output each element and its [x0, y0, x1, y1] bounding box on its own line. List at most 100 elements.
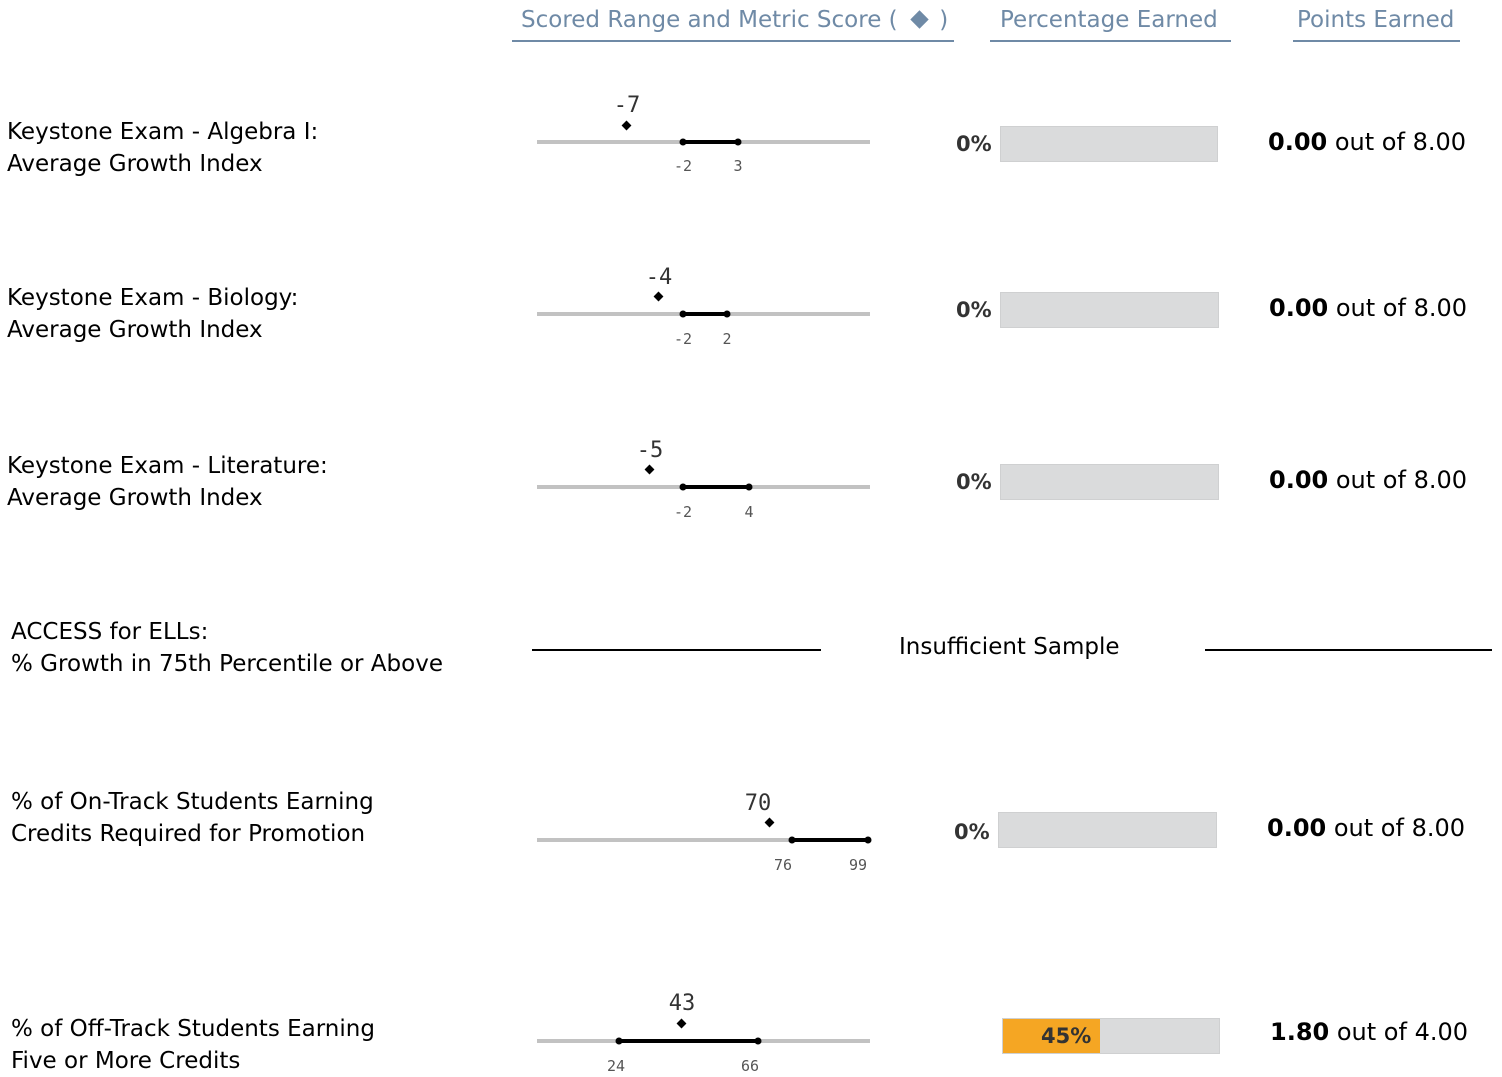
range-high-point — [754, 1037, 762, 1045]
diamond-icon — [910, 10, 929, 29]
range-low-point — [679, 138, 687, 146]
metric-label-line1: ACCESS for ELLs: — [11, 619, 209, 645]
metric-score-diamond-icon — [676, 1018, 687, 1029]
points-max: 8.00 — [1413, 294, 1468, 322]
metric-score-diamond-icon — [653, 291, 664, 302]
points-earned-value: 0.00 — [1269, 466, 1329, 494]
header-scored-range-suffix: ) — [931, 7, 949, 33]
metric-label: ACCESS for ELLs: % Growth in 75th Percen… — [11, 616, 443, 680]
scored-range-scale: -7 -2 3 — [537, 93, 870, 175]
points-earned: 0.00 out of 8.00 — [1269, 466, 1467, 494]
metric-label: % of On-Track Students Earning Credits R… — [11, 786, 374, 850]
metric-row-biology: Keystone Exam - Biology: Average Growth … — [0, 262, 1502, 382]
points-out-of: out of — [1335, 294, 1406, 322]
insufficient-sample-rule-left — [532, 649, 821, 651]
range-low-point — [615, 1037, 623, 1045]
range-low-label: 76 — [774, 856, 792, 874]
metric-label: % of Off-Track Students Earning Five or … — [11, 1013, 375, 1077]
points-earned-value: 0.00 — [1267, 814, 1327, 842]
metric-score-value: 43 — [669, 991, 696, 1016]
metric-label-line2: % Growth in 75th Percentile or Above — [11, 651, 443, 677]
range-high-label: 66 — [741, 1057, 759, 1075]
range-low-label: -2 — [674, 157, 692, 175]
metric-row-off-track: % of Off-Track Students Earning Five or … — [0, 984, 1502, 1076]
range-high-label: 3 — [733, 157, 742, 175]
header-scored-range-label: Scored Range and Metric Score ( — [521, 7, 905, 33]
percentage-bar — [1000, 126, 1218, 162]
range-low-label: 24 — [607, 1057, 625, 1075]
points-earned-value: 1.80 — [1270, 1018, 1330, 1046]
points-max: 8.00 — [1413, 466, 1468, 494]
header-percentage-underline — [990, 40, 1231, 42]
points-max: 8.00 — [1412, 128, 1467, 156]
percentage-label: 0% — [956, 470, 992, 494]
range-low-point — [679, 483, 687, 491]
range-high-point — [723, 310, 731, 318]
points-earned: 0.00 out of 8.00 — [1269, 294, 1467, 322]
metric-label-line2: Average Growth Index — [7, 485, 263, 511]
metric-label: Keystone Exam - Algebra I: Average Growt… — [7, 116, 318, 180]
points-earned: 0.00 out of 8.00 — [1267, 814, 1465, 842]
points-earned-value: 0.00 — [1268, 128, 1328, 156]
metric-score-diamond-icon — [621, 120, 632, 131]
percentage-label: 0% — [956, 132, 992, 156]
metric-label-line1: % of Off-Track Students Earning — [11, 1016, 375, 1042]
metric-label-line2: Credits Required for Promotion — [11, 821, 366, 847]
header-scored-range-underline — [512, 40, 954, 42]
metric-label-line1: Keystone Exam - Literature: — [7, 453, 328, 479]
metric-label-line2: Average Growth Index — [7, 151, 263, 177]
points-out-of: out of — [1334, 128, 1405, 156]
scored-range-scale: -4 -2 2 — [537, 265, 870, 348]
metric-score-value: 70 — [745, 791, 772, 816]
metric-score-value: -7 — [614, 93, 641, 118]
range-high-label: 4 — [744, 503, 753, 521]
metric-row-algebra: Keystone Exam - Algebra I: Average Growt… — [0, 90, 1502, 210]
points-earned-value: 0.00 — [1269, 294, 1329, 322]
points-out-of: out of — [1333, 814, 1404, 842]
metric-score-diamond-icon — [764, 817, 775, 828]
range-high-label: 2 — [722, 330, 731, 348]
percentage-bar — [998, 812, 1217, 848]
points-earned: 1.80 out of 4.00 — [1270, 1018, 1468, 1046]
header-scored-range: Scored Range and Metric Score ( ) — [521, 0, 948, 40]
percentage-label: 0% — [954, 820, 990, 844]
points-max: 4.00 — [1414, 1018, 1469, 1046]
scored-range-scale: 70 76 99 — [537, 791, 872, 874]
insufficient-sample-rule-right — [1205, 649, 1492, 651]
percentage-bar-fill — [1003, 1019, 1101, 1053]
metric-row-access-ells: ACCESS for ELLs: % Growth in 75th Percen… — [0, 600, 1502, 710]
percentage-label: 45% — [1041, 1024, 1092, 1048]
header-percentage-earned: Percentage Earned — [1000, 7, 1218, 33]
points-out-of: out of — [1336, 1018, 1407, 1046]
range-high-point — [864, 836, 872, 844]
metric-score-diamond-icon — [644, 464, 655, 475]
metric-label-line1: Keystone Exam - Biology: — [7, 285, 299, 311]
range-high-label: 99 — [849, 856, 867, 874]
metric-row-on-track: % of On-Track Students Earning Credits R… — [0, 786, 1502, 906]
percentage-bar — [1000, 464, 1219, 500]
percentage-bar — [1000, 292, 1219, 328]
percentage-bar: 45% — [1002, 1018, 1220, 1054]
points-max: 8.00 — [1411, 814, 1466, 842]
insufficient-sample-text: Insufficient Sample — [899, 634, 1120, 660]
metric-label-line1: Keystone Exam - Algebra I: — [7, 119, 319, 145]
metric-label-line2: Five or More Credits — [11, 1048, 241, 1074]
header-points-underline — [1293, 40, 1460, 42]
metric-label-line2: Average Growth Index — [7, 317, 263, 343]
metric-score-value: -4 — [646, 265, 673, 290]
range-low-point — [788, 836, 796, 844]
metric-label: Keystone Exam - Biology: Average Growth … — [7, 282, 298, 346]
range-high-point — [734, 138, 742, 146]
range-low-label: -2 — [674, 503, 692, 521]
range-low-point — [679, 310, 687, 318]
points-out-of: out of — [1335, 466, 1406, 494]
metric-label: Keystone Exam - Literature: Average Grow… — [7, 450, 328, 514]
metric-label-line1: % of On-Track Students Earning — [11, 789, 374, 815]
range-low-label: -2 — [674, 330, 692, 348]
range-high-point — [745, 483, 753, 491]
percentage-label: 0% — [956, 298, 992, 322]
header-points-earned: Points Earned — [1297, 7, 1455, 33]
metric-row-literature: Keystone Exam - Literature: Average Grow… — [0, 436, 1502, 556]
metric-score-value: -5 — [637, 438, 664, 463]
scored-range-scale: 43 24 66 — [537, 991, 870, 1075]
